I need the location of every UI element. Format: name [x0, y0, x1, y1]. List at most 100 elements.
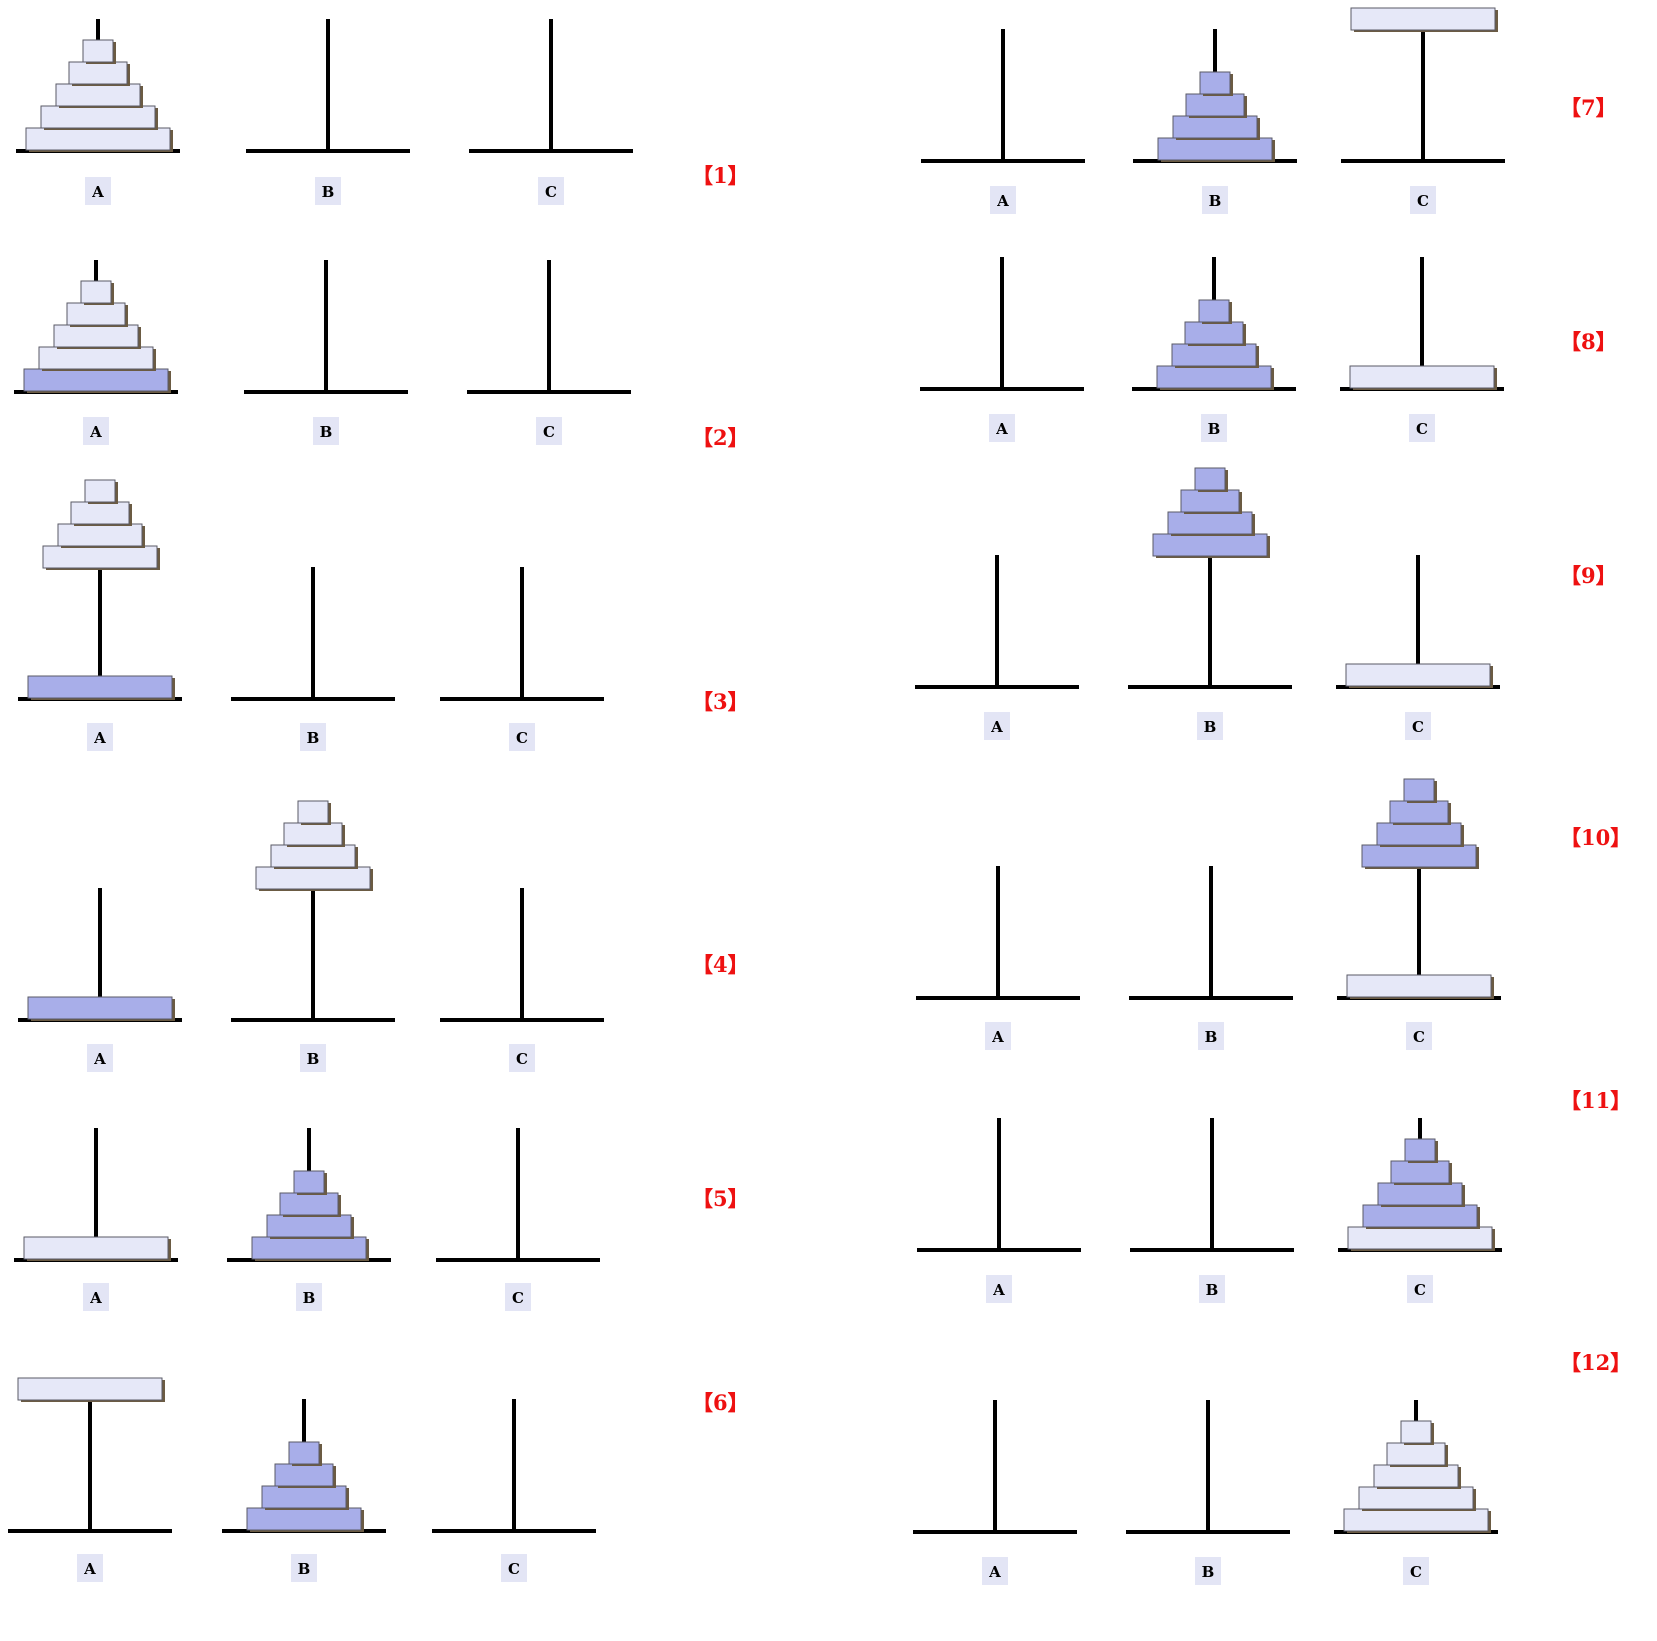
disk-body	[80, 280, 112, 304]
disk-1	[1199, 71, 1233, 96]
peg-label-c: C	[1410, 186, 1436, 214]
step-number: 【8】	[1560, 329, 1617, 354]
peg-label-b: B	[1195, 1557, 1221, 1585]
disk-4	[1362, 1204, 1480, 1229]
tower-c: C	[432, 1399, 596, 1582]
disk-body	[55, 83, 141, 107]
disk-1	[80, 280, 114, 305]
tower-a: A	[14, 260, 178, 445]
disk-body	[1386, 1442, 1446, 1466]
disk-3	[1172, 115, 1260, 140]
peg-label-text: B	[1204, 718, 1217, 736]
tower-a: A	[14, 1128, 178, 1311]
peg-label-text: A	[996, 192, 1009, 210]
peg-label-bg	[509, 1044, 535, 1072]
tower-c: C	[469, 19, 633, 205]
disk-body	[1358, 1486, 1474, 1510]
disk-body	[1194, 467, 1226, 491]
peg-label-bg	[1409, 414, 1435, 442]
disk-5	[1349, 365, 1497, 390]
disk-4	[251, 1236, 369, 1261]
disk-5	[27, 675, 175, 700]
disk-body	[279, 1192, 339, 1216]
peg-label-bg	[505, 1283, 531, 1311]
disk-body	[68, 61, 128, 85]
disk-3	[1376, 822, 1464, 847]
disk-4	[1156, 365, 1274, 390]
tower-b: B	[1128, 467, 1292, 740]
peg-label-text: A	[991, 1028, 1004, 1046]
peg-label-text: C	[545, 183, 557, 201]
disk-3	[1373, 1464, 1461, 1489]
disk-body	[1373, 1464, 1459, 1488]
disk-body	[1349, 365, 1495, 389]
disk-body	[23, 1236, 169, 1260]
peg-label-a: A	[986, 1275, 1012, 1303]
peg-label-bg	[1405, 712, 1431, 740]
disk-5	[1347, 1226, 1495, 1251]
disk-4	[255, 866, 373, 891]
tower-a: A	[917, 1118, 1081, 1303]
peg-label-bg	[291, 1554, 317, 1582]
peg-label-c: C	[509, 723, 535, 751]
disk-body	[283, 822, 343, 846]
peg-label-text: C	[1410, 1563, 1422, 1581]
peg-label-text: C	[1416, 420, 1428, 438]
peg-label-text: B	[322, 183, 335, 201]
peg-label-bg	[986, 1275, 1012, 1303]
disk-5	[17, 1377, 165, 1402]
peg-label-text: B	[320, 423, 333, 441]
peg-label-text: A	[83, 1560, 96, 1578]
disk-body	[251, 1236, 367, 1260]
peg-label-bg	[1410, 186, 1436, 214]
disk-body	[23, 368, 169, 392]
peg-label-a: A	[984, 712, 1010, 740]
peg-label-a: A	[87, 723, 113, 751]
disk-5	[25, 127, 173, 152]
peg-label-text: B	[298, 1560, 311, 1578]
disk-3	[266, 1214, 354, 1239]
peg-label-text: C	[1414, 1281, 1426, 1299]
tower-c: C	[1337, 778, 1501, 1050]
step-number: 【4】	[692, 952, 749, 977]
peg-label-text: C	[1417, 192, 1429, 210]
peg-label-text: C	[1413, 1028, 1425, 1046]
tower-a: A	[921, 29, 1085, 214]
tower-c: C	[1340, 257, 1504, 442]
disk-3	[1171, 343, 1259, 368]
disk-5	[27, 996, 175, 1021]
disk-4	[1358, 1486, 1476, 1511]
disk-body	[38, 346, 154, 370]
disk-4	[1157, 137, 1275, 162]
peg-label-bg	[509, 723, 535, 751]
disk-body	[1185, 93, 1245, 117]
peg-label-a: A	[982, 1557, 1008, 1585]
peg-label-text: B	[1208, 420, 1221, 438]
disk-3	[270, 844, 358, 869]
peg-label-text: C	[512, 1289, 524, 1307]
step-number: 【3】	[692, 689, 749, 714]
disk-body	[270, 844, 356, 868]
step-number: 【1】	[692, 163, 749, 188]
peg-label-bg	[315, 177, 341, 205]
peg-label-bg	[83, 417, 109, 445]
step-panel-7: A B C 【7】	[921, 7, 1617, 214]
disk-body	[25, 127, 171, 151]
disk-body	[274, 1463, 334, 1487]
peg-label-c: C	[1407, 1275, 1433, 1303]
tower-c: C	[1336, 555, 1500, 740]
disk-body	[1362, 1204, 1478, 1228]
disk-1	[1400, 1420, 1434, 1445]
tower-a: A	[916, 866, 1080, 1050]
peg-label-a: A	[85, 177, 111, 205]
peg-label-c: C	[1409, 414, 1435, 442]
step-number: 【12】	[1560, 1350, 1631, 1375]
disk-body	[40, 105, 156, 129]
disk-2	[70, 501, 132, 526]
disk-4	[246, 1507, 364, 1532]
disk-body	[1390, 1160, 1450, 1184]
peg-label-b: B	[291, 1554, 317, 1582]
disk-body	[1180, 489, 1240, 513]
peg-label-b: B	[1199, 1275, 1225, 1303]
disk-body	[1346, 974, 1492, 998]
